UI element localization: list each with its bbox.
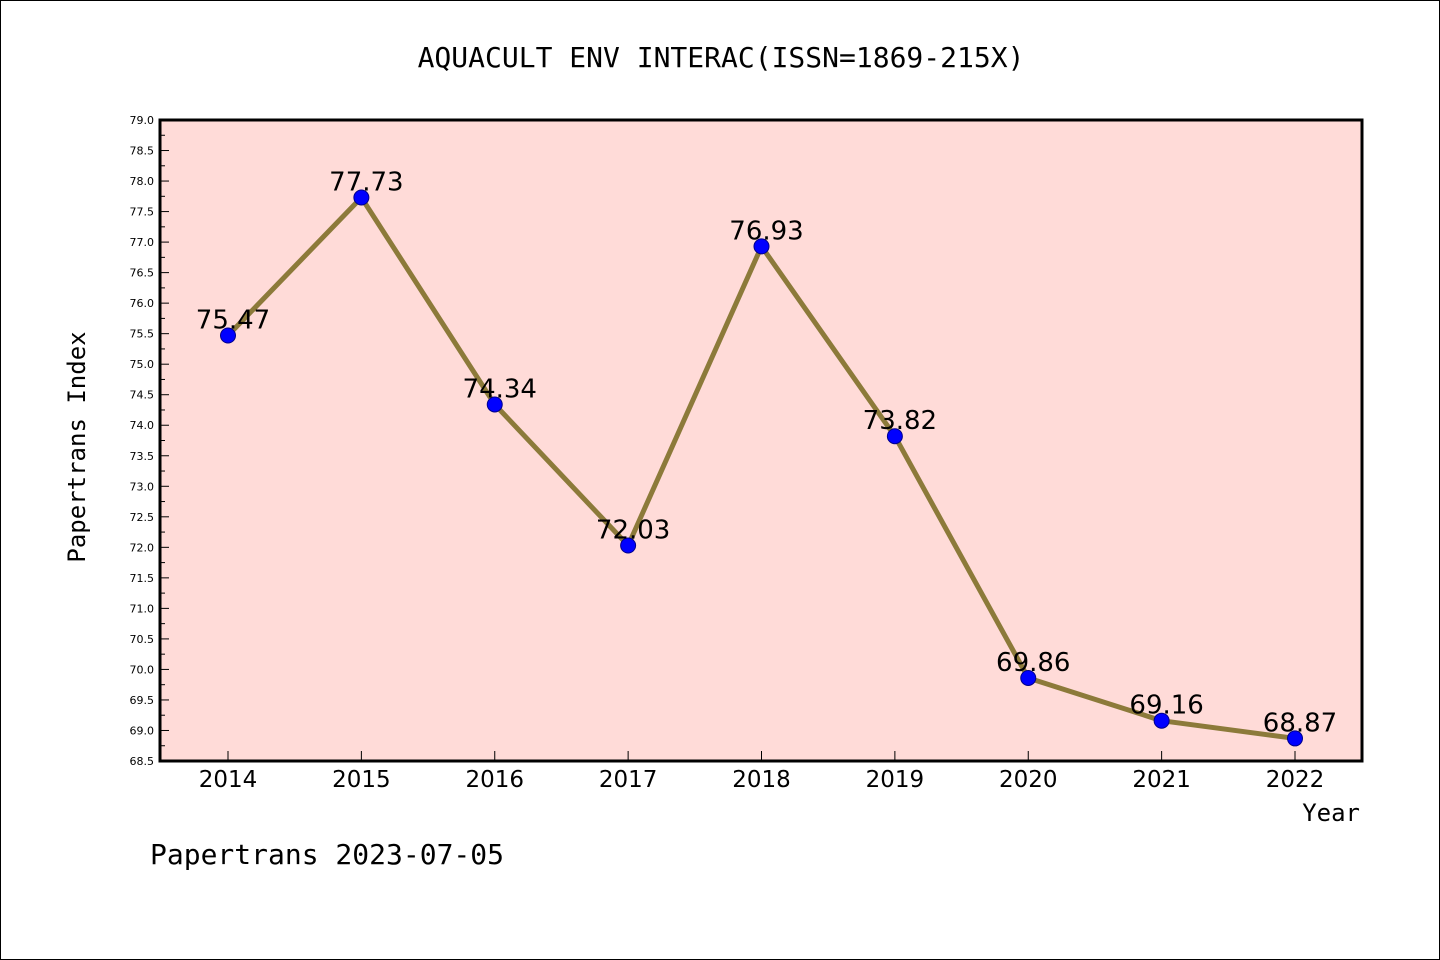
plot-area <box>158 118 1364 763</box>
y-tick-label: 71.0 <box>130 602 155 615</box>
y-tick-label: 70.0 <box>130 663 155 676</box>
y-tick-label: 72.5 <box>130 511 155 524</box>
x-tick-label: 2016 <box>465 767 524 793</box>
data-label: 68.87 <box>1263 708 1337 738</box>
x-tick-label: 2020 <box>999 767 1058 793</box>
data-point <box>353 189 370 206</box>
y-tick-label: 69.5 <box>130 694 155 707</box>
x-tick-label: 2021 <box>1132 767 1191 793</box>
footer-text: Papertrans 2023-07-05 <box>150 838 504 871</box>
y-tick-label: 77.5 <box>130 206 155 219</box>
data-label: 77.73 <box>329 168 403 198</box>
x-tick-label: 2018 <box>732 767 791 793</box>
y-tick-label: 74.5 <box>130 389 155 402</box>
y-tick-label: 73.0 <box>130 480 155 493</box>
y-tick-label: 75.5 <box>130 328 155 341</box>
data-point <box>1020 669 1037 686</box>
data-point <box>886 428 903 445</box>
y-tick-label: 76.0 <box>130 297 155 310</box>
y-tick-label: 77.0 <box>130 236 155 249</box>
data-point <box>1287 730 1303 747</box>
y-tick-label: 78.5 <box>130 145 155 158</box>
data-point <box>753 238 770 255</box>
x-axis-label: Year <box>1302 799 1360 827</box>
y-tick-label: 68.5 <box>130 755 155 768</box>
data-label: 69.16 <box>1129 691 1203 721</box>
data-label: 69.86 <box>996 648 1070 678</box>
y-tick-label: 69.0 <box>130 724 155 737</box>
data-point <box>620 537 637 554</box>
y-axis: 68.5 69.0 69.5 70.0 70.5 71.0 71.5 72.0 72.5 73.0… <box>130 114 169 768</box>
x-tick-label: 2014 <box>199 767 258 793</box>
y-tick-label: 76.5 <box>130 267 155 280</box>
data-label: 72.03 <box>596 516 670 546</box>
y-tick-label: 75.0 <box>130 358 155 371</box>
data-label: 76.93 <box>729 216 803 246</box>
x-axis: 2014 2015 2016 2017 2018 2019 2020 2021 2022 <box>199 751 1325 793</box>
y-tick-label: 74.0 <box>130 419 155 432</box>
y-tick-label: 70.5 <box>130 633 155 646</box>
y-axis-label: Papertrans Index <box>63 331 91 562</box>
x-tick-label: 2017 <box>599 767 658 793</box>
data-point <box>1153 712 1170 729</box>
data-point <box>220 327 236 344</box>
x-tick-label: 2019 <box>866 767 925 793</box>
y-tick-label: 73.5 <box>130 450 155 463</box>
chart-title: AQUACULT ENV INTERAC(ISSN=1869-215X) <box>418 41 1025 74</box>
y-tick-label: 79.0 <box>130 114 155 127</box>
x-tick-label: 2022 <box>1266 767 1325 793</box>
data-point <box>486 396 503 413</box>
data-label: 75.47 <box>196 305 270 335</box>
series <box>220 189 1303 747</box>
x-tick-label: 2015 <box>332 767 391 793</box>
y-tick-label: 72.0 <box>130 541 155 554</box>
y-tick-label: 71.5 <box>130 572 155 585</box>
data-label: 74.34 <box>463 374 537 404</box>
y-tick-label: 78.0 <box>130 175 155 188</box>
data-label: 73.82 <box>863 406 937 436</box>
data-labels: 75.47 77.73 74.34 72.03 76.93 73.82 69.86 69.16… <box>196 168 1337 739</box>
